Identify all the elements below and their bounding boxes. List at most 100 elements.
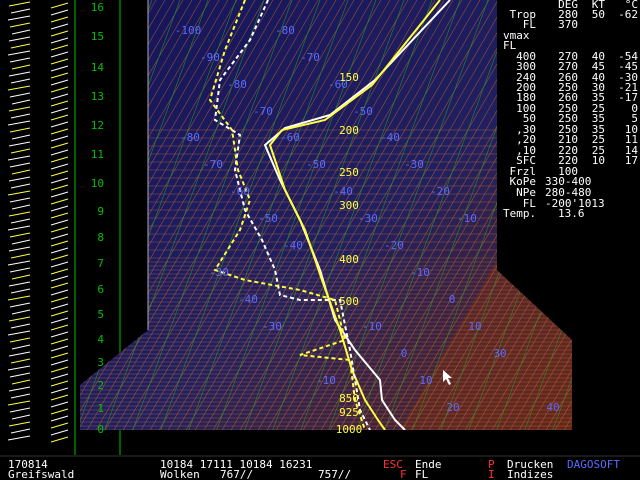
isotherm-line <box>229 0 481 430</box>
table-cell: -200'1013 <box>545 197 605 210</box>
table-cell: 210 <box>558 133 578 146</box>
wind-barb <box>9 407 31 413</box>
isotherm-label: -20 <box>430 185 450 198</box>
wind-barb <box>50 254 69 261</box>
hotkey[interactable]: I <box>488 468 495 480</box>
isotherm-label: -30 <box>209 266 229 279</box>
wind-barb <box>9 372 31 378</box>
isotherm-line <box>472 0 572 430</box>
altitude-label: 15 <box>91 30 104 43</box>
isotherm-label: 10 <box>468 320 481 333</box>
isotherm-label: -60 <box>328 78 348 91</box>
isotherm-label: -20 <box>384 239 404 252</box>
wind-barb <box>50 30 69 37</box>
isotherm-label: -50 <box>258 212 278 225</box>
isotherm-line <box>85 0 337 430</box>
wind-barb <box>50 324 69 331</box>
clouds-value: 757// <box>318 468 351 480</box>
table-cell: 270 <box>558 50 578 63</box>
table-cell: 13.6 <box>558 207 585 220</box>
isotherm-label: 20 <box>446 401 459 414</box>
table-cell: 100 <box>558 165 578 178</box>
isotherm-line <box>139 0 391 430</box>
hotkey-action[interactable]: FL <box>415 468 429 480</box>
isotherm-line <box>148 0 400 430</box>
wind-barb <box>8 281 31 287</box>
wind-barb <box>50 345 69 352</box>
wind-barb <box>10 393 31 399</box>
altitude-label: 4 <box>97 333 104 346</box>
altitude-label: 9 <box>97 205 104 218</box>
wind-barb <box>50 268 69 275</box>
wind-barb <box>11 29 31 35</box>
altitude-label: 16 <box>91 1 104 14</box>
table-cell: 10 <box>625 123 638 136</box>
wind-barb <box>9 337 31 343</box>
hotkey[interactable]: F <box>400 468 407 480</box>
isotherm-line <box>499 0 572 430</box>
clouds-value: 767// <box>220 468 253 480</box>
adiabat-line <box>355 0 517 430</box>
isotherm-label: -40 <box>333 185 353 198</box>
table-cell: 220 <box>558 144 578 157</box>
wind-barb <box>50 37 69 44</box>
table-label: 180 <box>516 91 536 104</box>
wind-barb <box>50 128 69 135</box>
isotherm-label: -50 <box>353 105 373 118</box>
hotkey[interactable]: ESC <box>383 458 403 471</box>
hotkey-action[interactable]: Indizes <box>507 468 553 480</box>
wind-barb <box>50 163 69 170</box>
altitude-label: 11 <box>91 148 104 161</box>
isotherm-label: 40 <box>546 401 559 414</box>
adiabat-line <box>327 0 489 430</box>
table-cell: -62 <box>618 8 638 21</box>
table-cell: -21 <box>618 81 638 94</box>
isotherm-line <box>80 0 202 430</box>
table-cell: 250 <box>558 112 578 125</box>
wind-barb <box>50 135 69 142</box>
isotherm-line <box>220 0 472 430</box>
table-cell: 40 <box>592 71 605 84</box>
wind-barb <box>7 190 31 196</box>
table-label: Frzl <box>510 165 537 178</box>
table-label: FL <box>523 197 537 210</box>
wind-barb <box>50 114 69 121</box>
isotherm-line <box>490 0 572 430</box>
wind-barb <box>11 344 31 350</box>
isotherm-label: -30 <box>404 158 424 171</box>
wind-barb <box>8 141 31 147</box>
wind-barb <box>50 310 69 317</box>
wind-barb <box>50 338 69 345</box>
isotherm-label: -40 <box>238 293 258 306</box>
altitude-label: 6 <box>97 283 104 296</box>
hotkey[interactable]: P <box>488 458 495 471</box>
wind-barb <box>50 401 69 408</box>
isotherm-label: 30 <box>493 347 506 360</box>
wind-barb <box>10 8 31 14</box>
hotkey-action[interactable]: Drucken <box>507 458 553 471</box>
isotherm-line <box>481 0 572 430</box>
hotkey-action[interactable]: Ende <box>415 458 442 471</box>
wind-barb <box>11 379 31 385</box>
wind-barb <box>10 323 31 329</box>
wind-barb <box>7 15 31 21</box>
isotherm-label: -30 <box>358 212 378 225</box>
isotherm-line <box>283 0 535 430</box>
table-cell: 260 <box>558 91 578 104</box>
table-label: 300 <box>516 60 536 73</box>
isotherm-label: -80 <box>180 131 200 144</box>
table-cell: 50 <box>592 8 605 21</box>
adiabat-line <box>159 0 321 430</box>
wind-barb <box>10 218 31 224</box>
isotherm-line <box>193 0 445 430</box>
wind-barb <box>50 16 69 23</box>
table-cell: -30 <box>618 71 638 84</box>
wind-barb <box>50 219 69 226</box>
isotherm-label: -100 <box>175 24 202 37</box>
adiabat-line <box>299 0 461 430</box>
wind-barb <box>7 400 31 406</box>
wind-barb <box>50 107 69 114</box>
wind-barb <box>50 331 69 338</box>
isotherm-label: -10 <box>457 212 477 225</box>
